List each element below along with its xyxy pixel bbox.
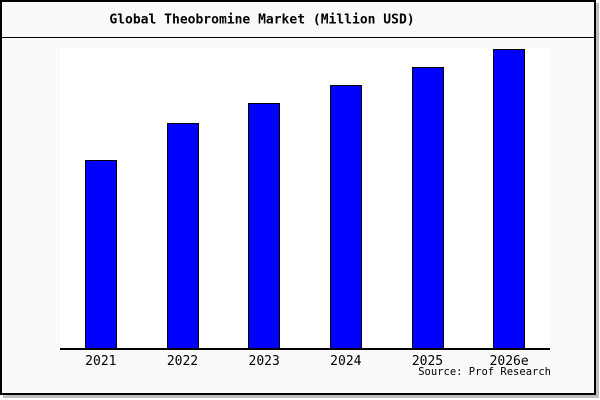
title-bar: Global Theobromine Market (Million USD) — [2, 2, 594, 38]
x-tick-label-2025: 2025 — [411, 354, 444, 369]
x-tick-label-2023: 2023 — [248, 354, 280, 369]
x-tick-label-2024: 2024 — [330, 354, 362, 369]
bar-2021 — [84, 159, 117, 348]
x-tick-label-2026e: 2026e — [489, 354, 529, 369]
bar-2024 — [329, 84, 362, 348]
chart-body: 2021 2022 2023 2024 2025 2026e Source: Prof R… — [2, 39, 594, 393]
chart-title: Global Theobromine Market (Million USD) — [109, 12, 415, 27]
x-tick-label-2022: 2022 — [166, 354, 199, 369]
x-tick-label-2021: 2021 — [85, 354, 117, 369]
bar-2026e — [493, 49, 526, 348]
bar-2022 — [166, 122, 199, 348]
bar-2025 — [411, 66, 444, 348]
x-axis-tick-row: 2021 2022 2023 2024 2025 2026e — [60, 354, 550, 370]
source-note: Source: Prof Research — [418, 366, 551, 378]
bar-2023 — [248, 103, 281, 348]
plot-area — [60, 48, 550, 350]
